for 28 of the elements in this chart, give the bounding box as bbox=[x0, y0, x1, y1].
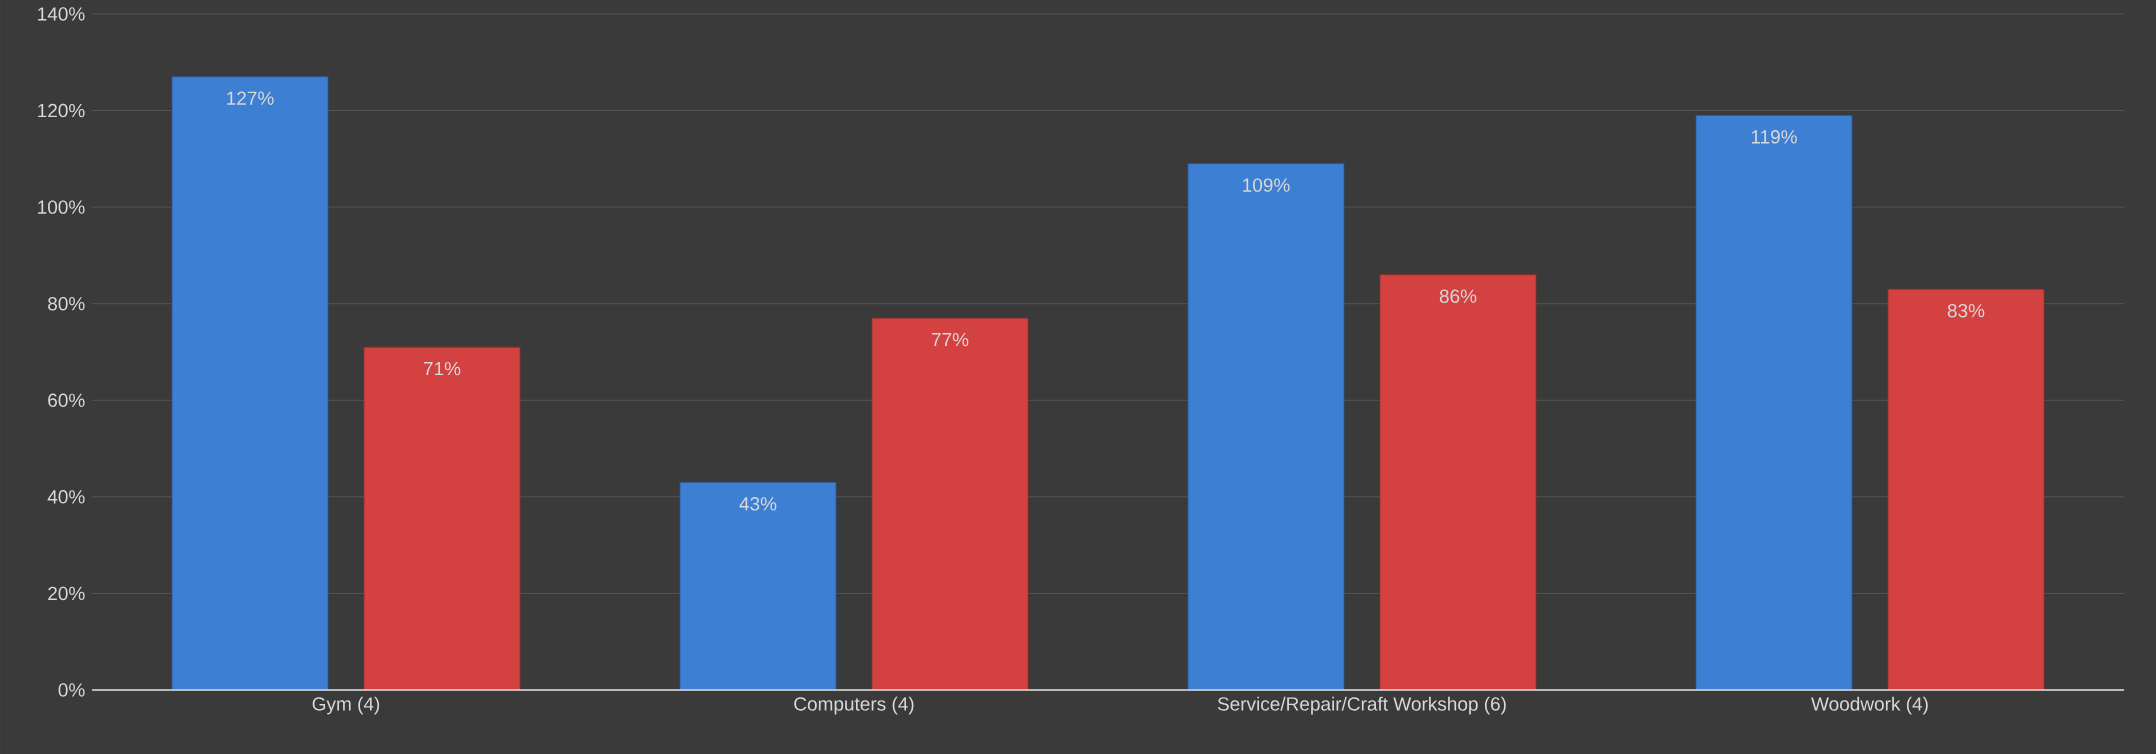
y-tick-label: 60% bbox=[48, 393, 85, 407]
y-tick-label: 80% bbox=[48, 296, 85, 311]
x-tick-label: Computers (4) bbox=[794, 696, 914, 715]
bar bbox=[871, 317, 1029, 691]
y-tick-label: 20% bbox=[48, 586, 85, 601]
y-tick-label: 120% bbox=[38, 103, 85, 118]
y-tick-label: 140% bbox=[38, 7, 85, 21]
y-tick-label: 0% bbox=[58, 683, 85, 697]
data-label: 43% bbox=[739, 497, 777, 511]
bar bbox=[1379, 274, 1537, 691]
x-tick-label: Service/Repair/Craft Workshop (6) bbox=[1217, 696, 1506, 715]
bar bbox=[1887, 288, 2045, 691]
data-label: 109% bbox=[1243, 178, 1290, 192]
bar bbox=[171, 76, 329, 691]
x-tick-label: Gym (4) bbox=[312, 696, 380, 715]
data-label: 127% bbox=[227, 91, 274, 105]
x-tick-label: Woodwork (4) bbox=[1811, 696, 1928, 715]
bar bbox=[1187, 163, 1345, 691]
y-tick-label: 100% bbox=[38, 200, 85, 214]
bar bbox=[363, 346, 521, 691]
data-label: 77% bbox=[931, 332, 969, 347]
bar bbox=[1695, 114, 1853, 691]
data-label: 71% bbox=[423, 361, 461, 376]
y-tick-label: 40% bbox=[47, 490, 85, 504]
data-label: 86% bbox=[1439, 289, 1477, 303]
data-label: 119% bbox=[1751, 130, 1797, 144]
bar bbox=[679, 481, 837, 691]
data-label: 83% bbox=[1947, 303, 1985, 318]
